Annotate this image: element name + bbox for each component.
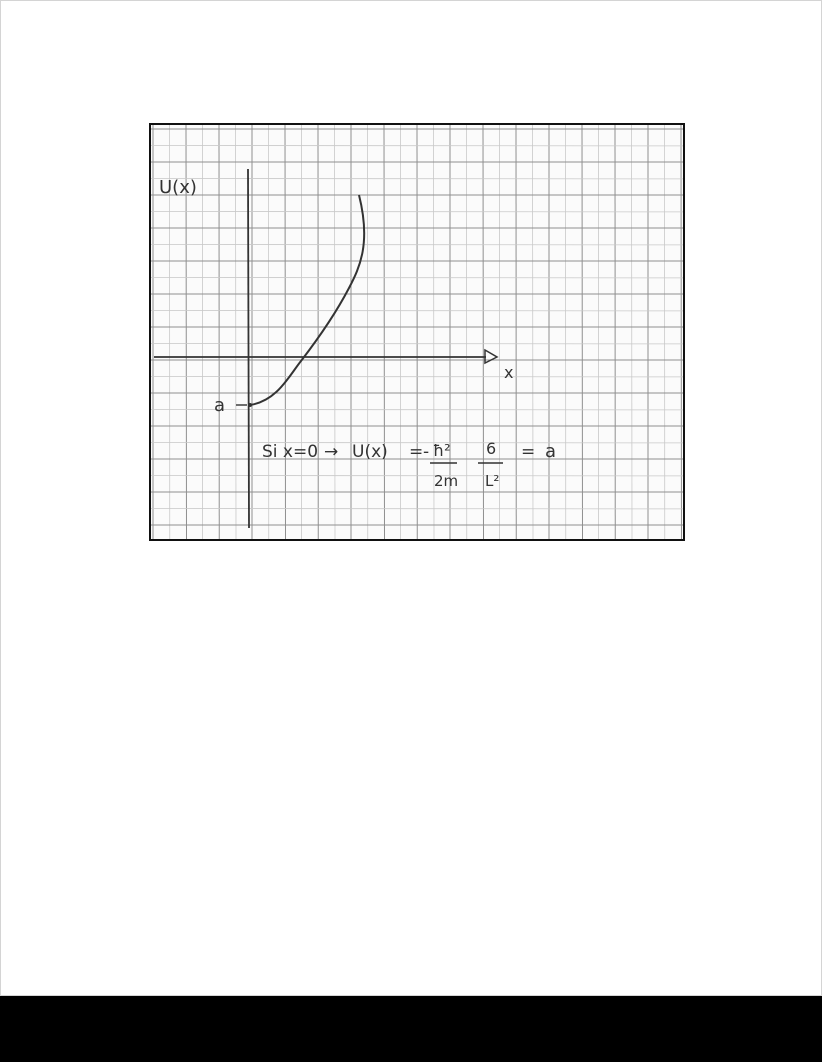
document-page: U(x) x a Si x=0 → U(x) = - ħ² 2m 6 L² = … xyxy=(0,0,822,996)
intercept-label: a xyxy=(214,395,225,416)
grid-line-vertical xyxy=(235,125,237,539)
equation-equals-2: = xyxy=(521,442,535,462)
equation-equals-1: = xyxy=(409,442,423,462)
grid-line-vertical xyxy=(482,125,484,539)
grid-line-vertical xyxy=(185,125,187,539)
x-axis-arrowhead xyxy=(484,348,499,365)
equation-L-denominator: L² xyxy=(485,472,499,490)
equation-lhs: U(x) xyxy=(352,442,388,462)
grid-line-vertical xyxy=(433,125,435,539)
equation-hbar-denominator: 2m xyxy=(434,472,458,490)
viewer-footer-bar xyxy=(0,996,822,1062)
grid-line-vertical xyxy=(680,125,682,539)
scanned-graph-figure: U(x) x a Si x=0 → U(x) = - ħ² 2m 6 L² = … xyxy=(149,123,685,541)
grid-line-vertical xyxy=(284,125,286,539)
grid-line-vertical xyxy=(383,125,385,539)
graph-paper-plot: U(x) x a Si x=0 → U(x) = - ħ² 2m 6 L² = … xyxy=(151,125,683,539)
equation-hbar-numerator: ħ² xyxy=(433,441,451,460)
grid-line-vertical xyxy=(334,125,336,539)
equation-arrow: → xyxy=(324,442,338,462)
grid-line-vertical xyxy=(581,125,583,539)
grid-line-vertical xyxy=(532,125,534,539)
grid-line-vertical xyxy=(631,125,633,539)
equation-rhs: a xyxy=(545,441,556,462)
potential-curve xyxy=(249,194,366,406)
y-axis-label: U(x) xyxy=(159,177,197,198)
grid-lines xyxy=(151,125,683,539)
equation-six-numerator: 6 xyxy=(486,439,496,458)
equation-sign: - xyxy=(423,442,429,462)
equation-prefix: Si x=0 xyxy=(262,442,318,462)
intercept-point xyxy=(248,403,252,407)
x-axis-label: x xyxy=(504,363,513,382)
y-axis-line xyxy=(247,168,250,529)
